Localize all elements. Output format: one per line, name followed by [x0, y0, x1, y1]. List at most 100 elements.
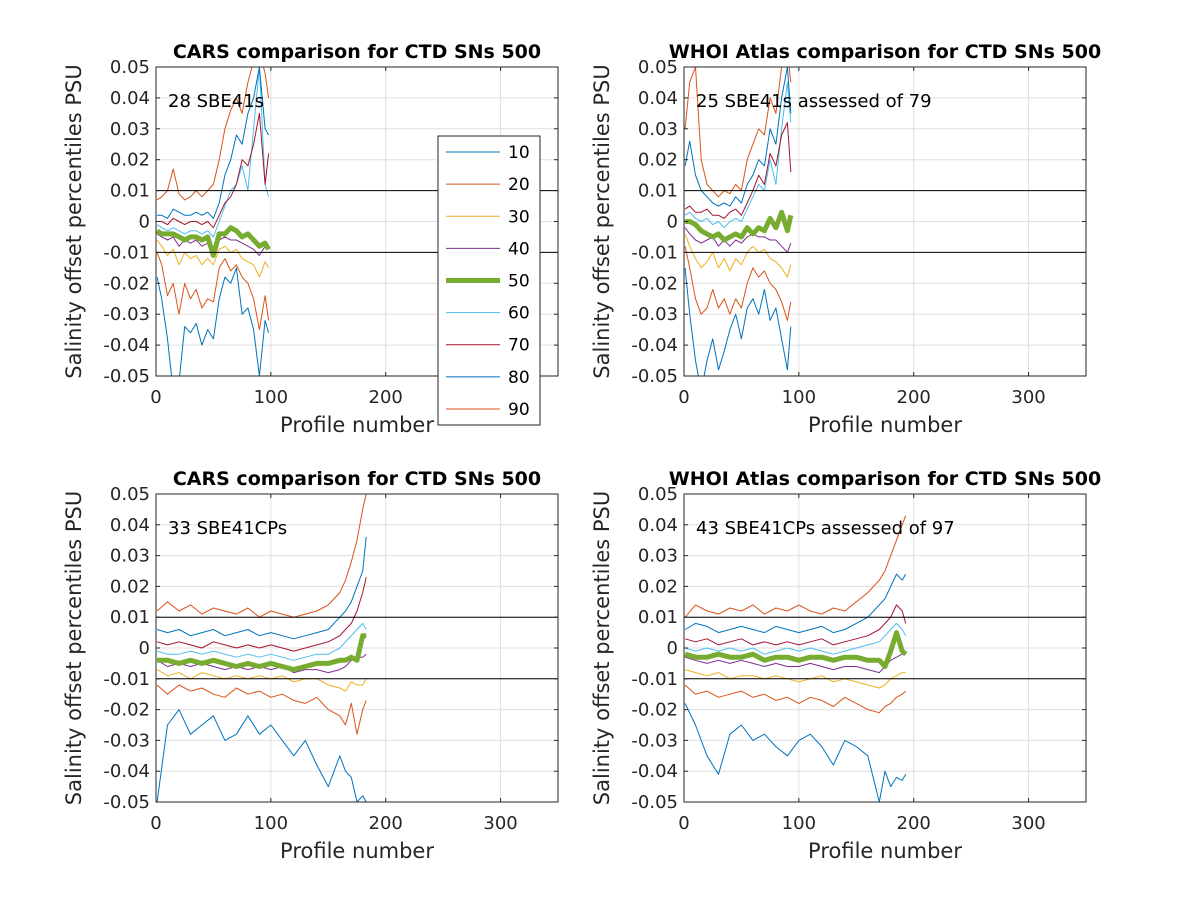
y-tick-label: -0.04 [103, 335, 150, 356]
series-line-p20 [684, 246, 792, 321]
x-tick-label: 200 [369, 387, 403, 408]
chart-panel-1: -0.05 -0.04 -0.03 -0.02 -0.01 0 0.01 0.02 0.03 0.… [62, 41, 559, 437]
series-group [684, 67, 794, 376]
series-line-p90 [684, 67, 792, 198]
series-line-p10 [684, 267, 792, 376]
series-line-p30 [156, 239, 270, 278]
y-tick-label: 0.01 [110, 607, 150, 628]
series-line-p80 [156, 537, 367, 640]
y-tick-label: 0.02 [110, 576, 150, 597]
series-line-p80 [157, 67, 270, 219]
series-line-p50 [157, 633, 367, 673]
series-line-p60 [684, 622, 907, 655]
x-tick-label: 100 [254, 813, 288, 834]
y-tick-label: -0.03 [103, 730, 150, 751]
x-tick-label: 300 [483, 813, 517, 834]
x-tick-label: 200 [369, 813, 403, 834]
legend-label: 50 [508, 272, 530, 292]
chart-panel-4: -0.05 -0.04 -0.03 -0.02 -0.01 0 0.01 0.02 0.03 0.… [590, 468, 1101, 863]
legend-label: 40 [508, 239, 530, 259]
panel-annotation: 33 SBE41CPs [168, 518, 287, 539]
x-tick-label: 0 [150, 813, 161, 834]
y-tick-label: 0.05 [638, 57, 678, 78]
chart-title: CARS comparison for CTD SNs 500 [173, 41, 541, 63]
series-line-p10 [684, 703, 907, 802]
x-axis-label: Profile number [280, 839, 434, 863]
chart-title: WHOI Atlas comparison for CTD SNs 500 [669, 41, 1101, 63]
series-line-p40 [156, 653, 367, 674]
y-tick-label: -0.04 [103, 761, 150, 782]
y-tick-label: 0.02 [638, 150, 678, 171]
x-tick-label: 100 [782, 387, 816, 408]
series-line-p90 [156, 494, 367, 618]
y-tick-label: 0.03 [638, 546, 678, 567]
y-tick-label: -0.04 [631, 335, 678, 356]
x-tick-label: 100 [782, 813, 816, 834]
y-tick-label: 0.02 [638, 576, 678, 597]
legend-label: 20 [508, 175, 530, 195]
y-tick-label: 0.04 [110, 88, 150, 109]
series-line-p30 [684, 233, 792, 278]
x-tick-label: 0 [678, 387, 689, 408]
y-tick-label: 0 [139, 638, 150, 659]
series-line-p40 [684, 227, 792, 253]
series-line-p10 [156, 709, 367, 802]
y-tick-label: 0 [139, 212, 150, 233]
x-axis-label: Profile number [280, 413, 434, 437]
series-line-p70 [156, 577, 367, 652]
y-tick-label: -0.02 [103, 700, 150, 721]
x-tick-label: 300 [1011, 387, 1045, 408]
y-tick-label: 0.05 [110, 484, 150, 505]
legend-label: 90 [508, 400, 530, 420]
y-tick-label: -0.05 [631, 366, 678, 387]
chart-panel-2: -0.05 -0.04 -0.03 -0.02 -0.01 0 0.01 0.02 0.03 0.… [590, 41, 1101, 437]
y-tick-label: 0.05 [638, 484, 678, 505]
series-group [684, 515, 908, 802]
y-tick-label: 0.04 [638, 88, 678, 109]
chart-panel-3: -0.05 -0.04 -0.03 -0.02 -0.01 0 0.01 0.02 0.03 0.… [62, 468, 559, 863]
x-tick-label: 200 [897, 387, 931, 408]
series-line-p90 [684, 515, 907, 618]
y-tick-label: -0.04 [631, 761, 678, 782]
series-group [156, 494, 367, 802]
legend-label: 80 [508, 368, 530, 388]
legend-label: 70 [508, 336, 530, 356]
series-line-p70 [684, 604, 907, 646]
y-tick-label: 0 [667, 212, 678, 233]
series-line-p50 [156, 225, 271, 258]
y-tick-label: -0.02 [631, 273, 678, 294]
series-line-p90 [156, 67, 270, 201]
y-tick-label: 0.01 [638, 181, 678, 202]
legend-label: 10 [508, 143, 530, 163]
series-line-p10 [156, 267, 270, 376]
y-tick-label: -0.02 [103, 273, 150, 294]
series-group [156, 67, 271, 376]
y-axis-label: Salinity offset percentiles PSU [590, 491, 614, 805]
series-line-p70 [157, 112, 270, 229]
panel-annotation: 25 SBE41s assessed of 79 [696, 91, 932, 112]
y-tick-label: 0.03 [638, 119, 678, 140]
y-tick-label: 0.05 [110, 57, 150, 78]
y-tick-label: -0.01 [631, 242, 678, 263]
series-line-p20 [684, 684, 907, 714]
x-axis-label: Profile number [808, 839, 962, 863]
series-line-p60 [156, 67, 270, 238]
y-tick-label: 0.04 [110, 515, 150, 536]
y-tick-label: -0.03 [103, 304, 150, 325]
y-axis-label: Salinity offset percentiles PSU [62, 491, 86, 805]
y-tick-label: -0.02 [631, 700, 678, 721]
y-tick-label: 0.04 [638, 515, 678, 536]
chart-title: CARS comparison for CTD SNs 500 [173, 468, 541, 490]
x-axis-label: Profile number [808, 413, 962, 437]
series-line-p50 [684, 630, 908, 669]
y-tick-label: -0.01 [103, 242, 150, 263]
panel-annotation: 28 SBE41s [168, 91, 264, 112]
y-tick-label: 0.01 [110, 181, 150, 202]
series-line-p50 [685, 209, 794, 243]
y-tick-label: 0 [667, 638, 678, 659]
series-line-p70 [684, 122, 792, 219]
x-tick-label: 100 [254, 387, 288, 408]
y-tick-label: -0.01 [103, 669, 150, 690]
y-axis-label: Salinity offset percentiles PSU [590, 64, 614, 378]
y-tick-label: -0.05 [103, 366, 150, 387]
